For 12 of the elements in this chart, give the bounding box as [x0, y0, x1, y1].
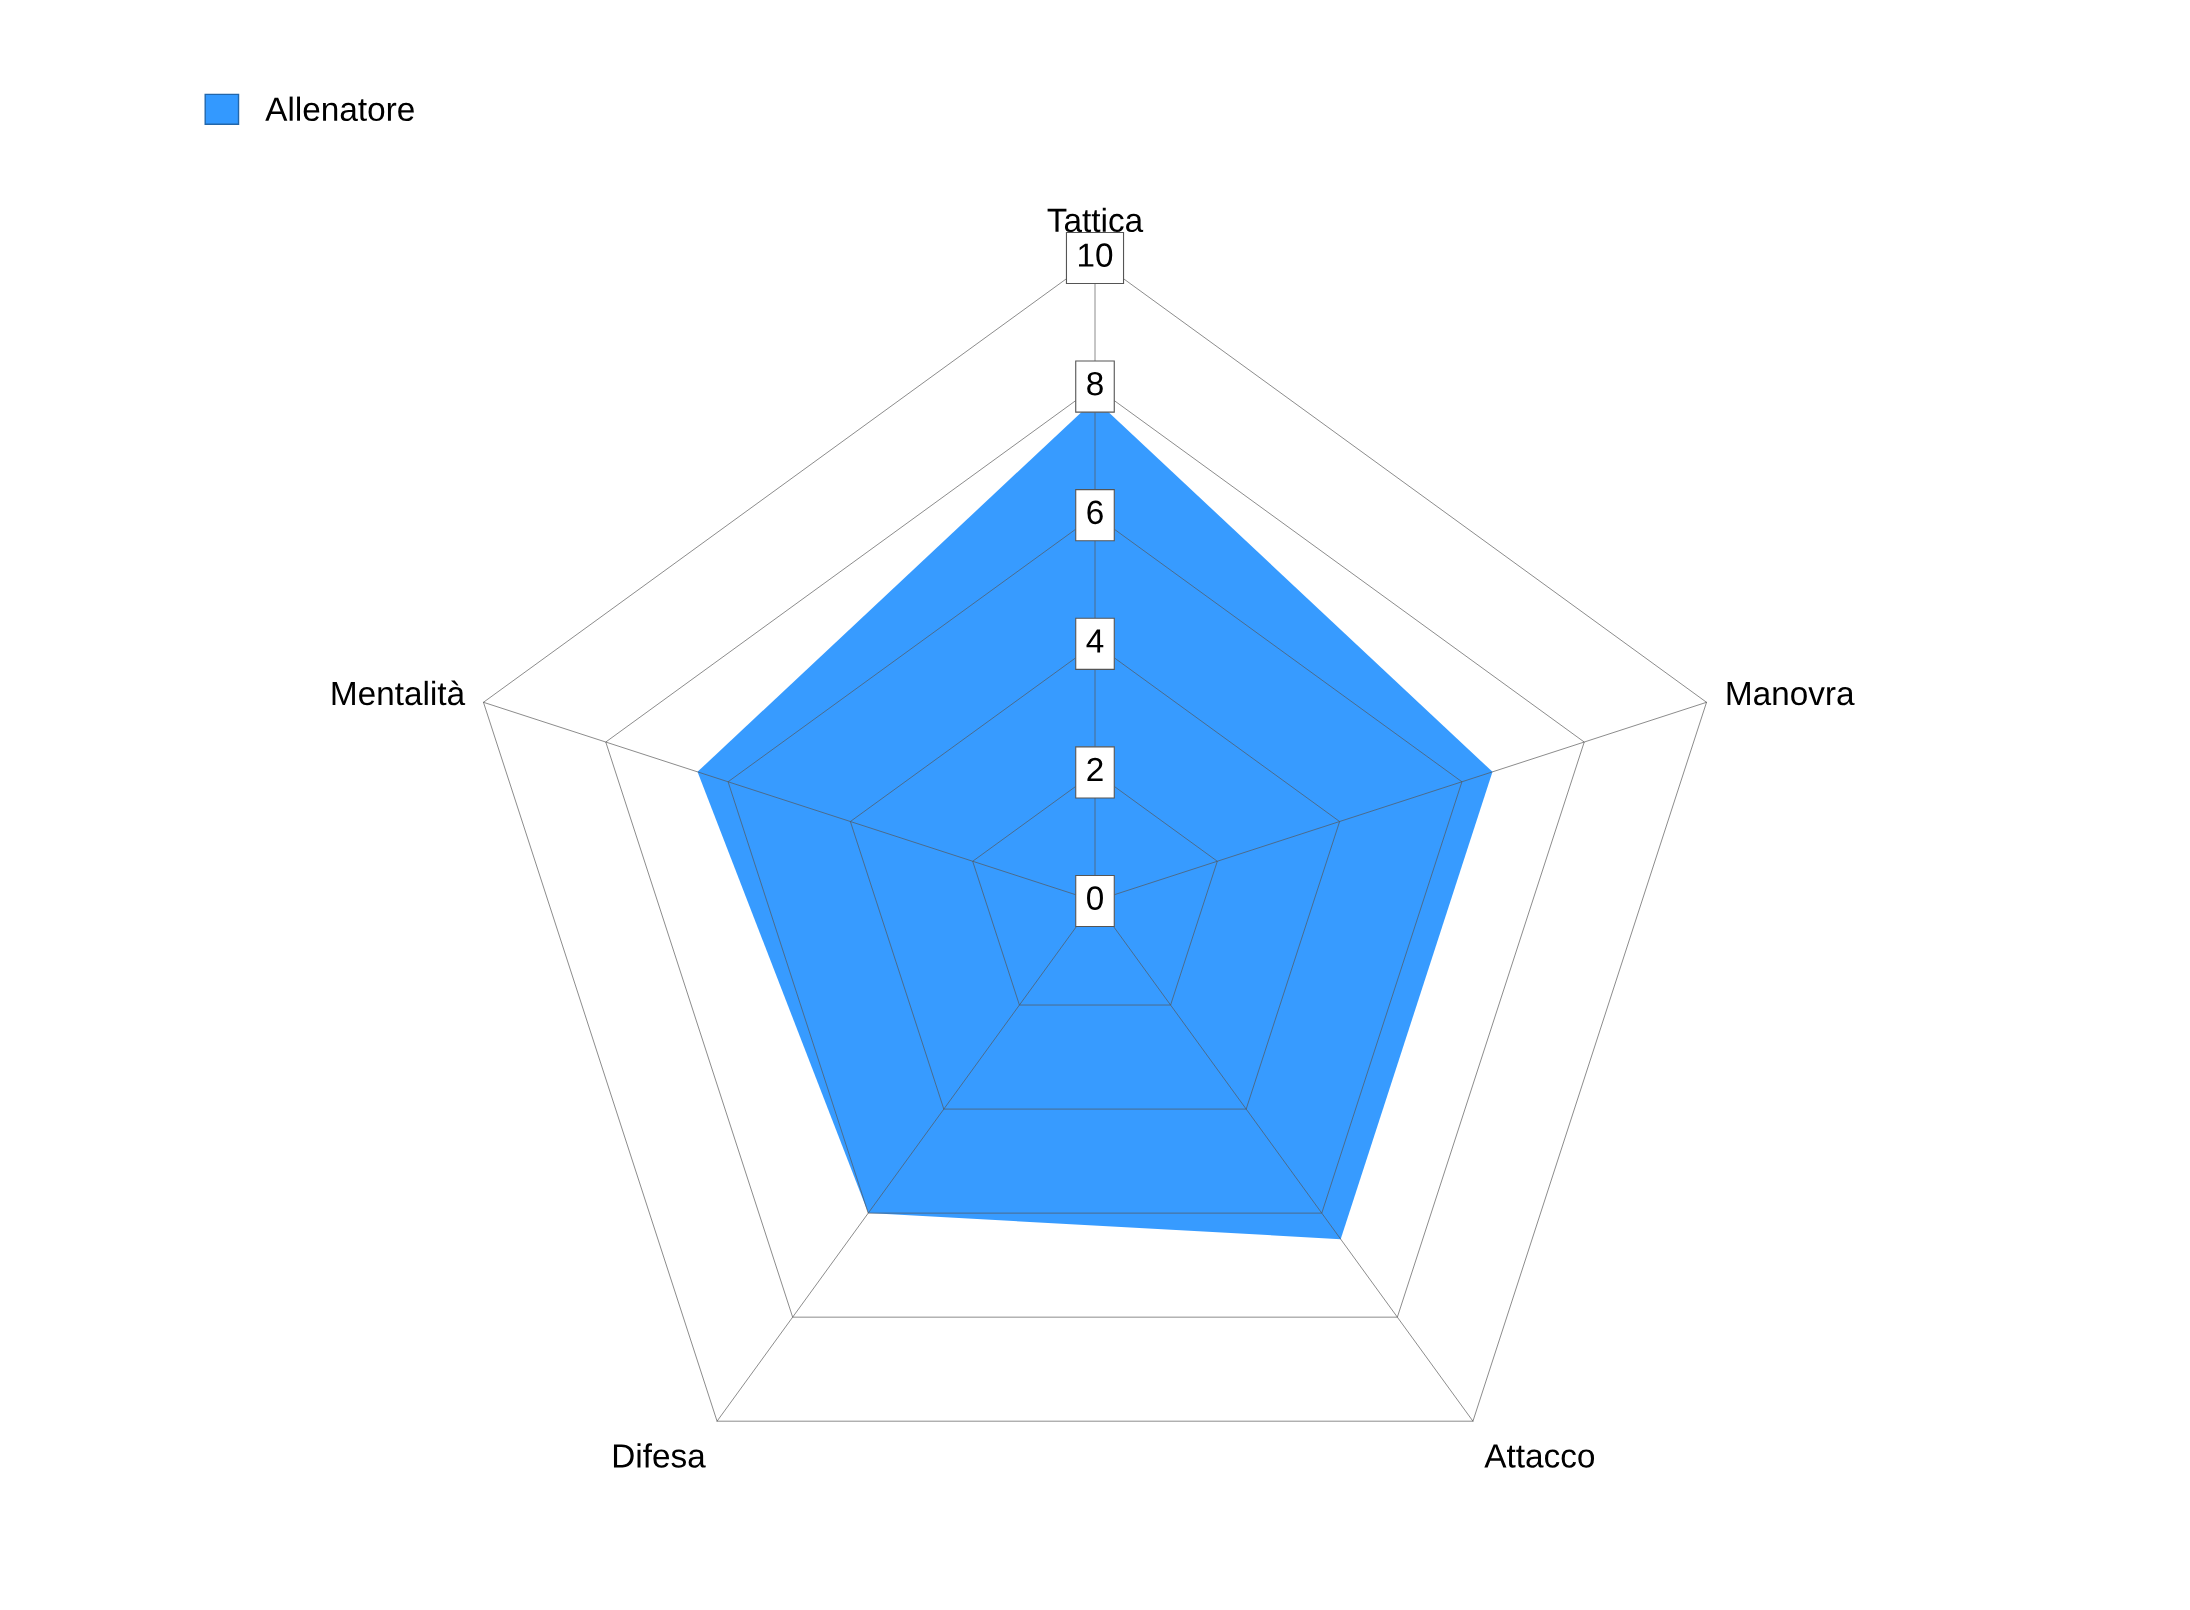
y-tick-label: 10	[1079, 243, 1113, 267]
y-tick-label: 0	[1087, 886, 1103, 910]
y-tick-label: 8	[1087, 371, 1103, 396]
spoke-label: Attacco	[1484, 1444, 1595, 1468]
legend-label: Allenatore	[265, 96, 414, 122]
y-tick-label: 4	[1086, 629, 1104, 653]
y-tick-label: 2	[1087, 757, 1103, 782]
spoke-label: Mentalità	[332, 680, 466, 706]
spoke-label: Manovra	[1727, 682, 1855, 706]
spoke-label: Tattica	[1047, 207, 1144, 233]
y-tick-label: 6	[1087, 500, 1103, 525]
spoke-label: Difesa	[613, 1443, 706, 1468]
